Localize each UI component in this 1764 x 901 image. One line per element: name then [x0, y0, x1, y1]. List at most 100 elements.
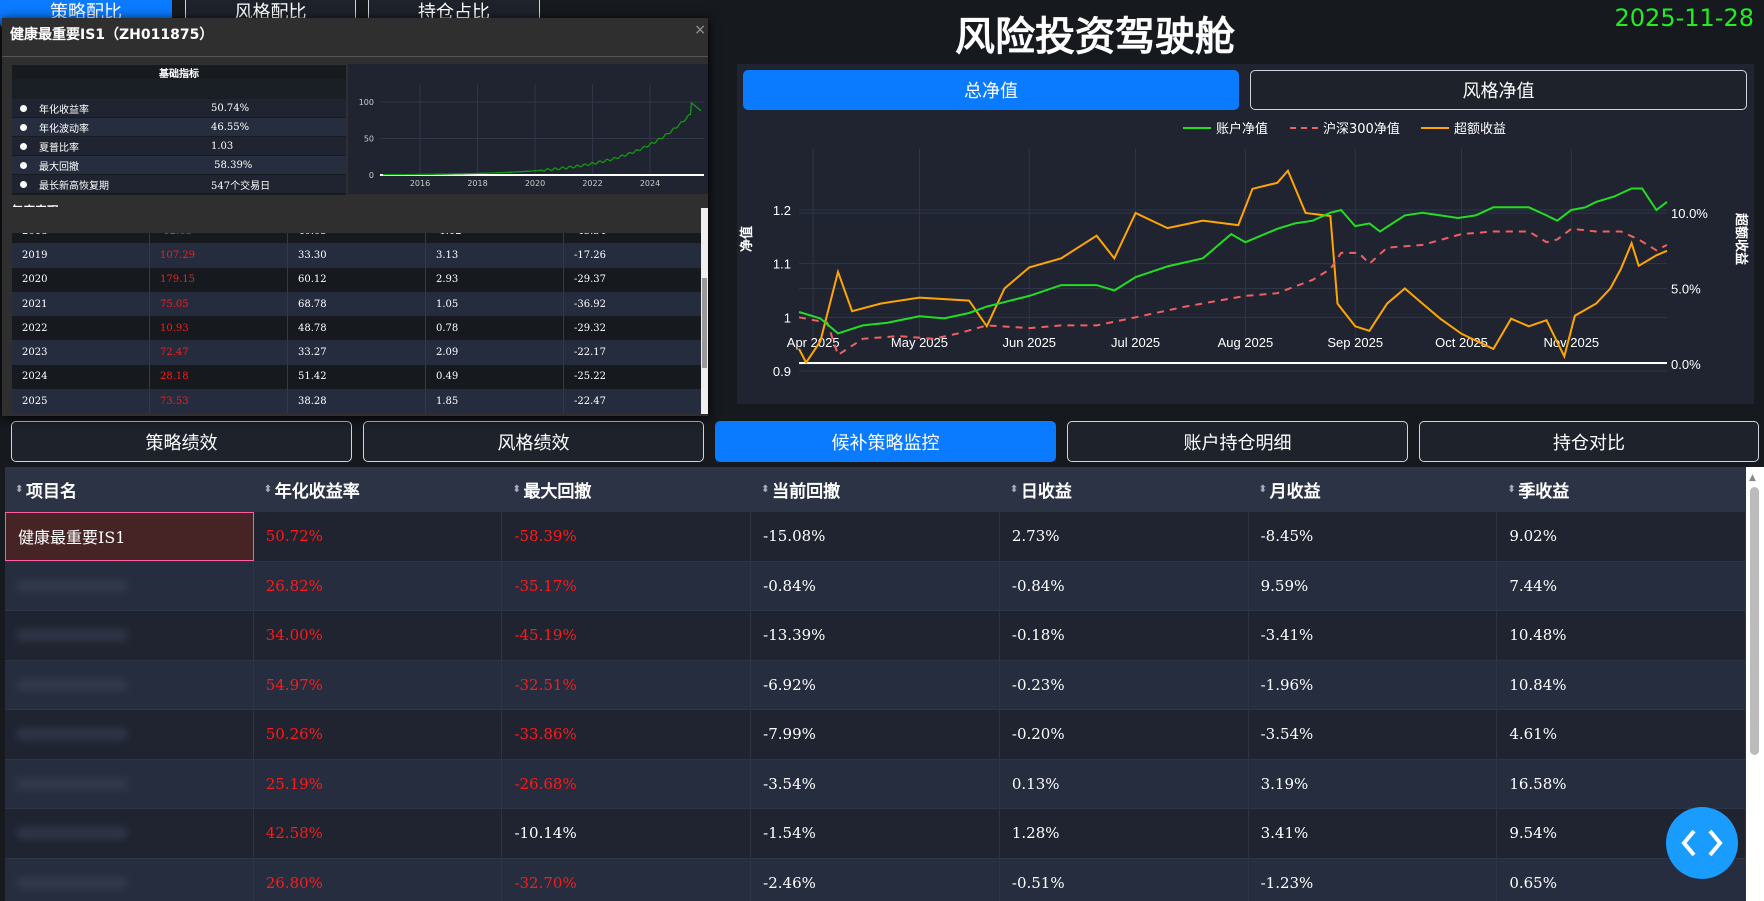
table-cell[interactable]: 4.61%: [1497, 710, 1746, 759]
tab-total-net-value[interactable]: 总净值: [743, 70, 1239, 110]
table-cell[interactable]: 2.73%: [1000, 512, 1249, 561]
sort-icon[interactable]: ⬍: [15, 483, 24, 495]
table-cell[interactable]: -3.54%: [751, 759, 1000, 808]
table-row[interactable]: 25.19% -26.68% -3.54% 0.13% 3.19% 16.58%: [5, 759, 1746, 809]
y-axis-title: 净值: [739, 226, 755, 252]
table-cell[interactable]: -7.99%: [751, 710, 1000, 759]
table-cell[interactable]: 9.02%: [1497, 512, 1746, 561]
table-row[interactable]: 54.97% -32.51% -6.92% -0.23% -1.96% 10.84%: [5, 660, 1746, 710]
table-row[interactable]: 42.58% -10.14% -1.54% 1.28% 3.41% 9.54%: [5, 809, 1746, 859]
table-cell[interactable]: -1.23%: [1249, 858, 1498, 901]
table-cell[interactable]: 16.58%: [1497, 759, 1746, 808]
table-cell[interactable]: -26.68%: [502, 759, 752, 808]
table-cell[interactable]: [5, 561, 254, 610]
table-row[interactable]: 34.00% -45.19% -13.39% -0.18% -3.41% 10.48%: [5, 611, 1746, 661]
table-cell[interactable]: -33.86%: [502, 710, 752, 759]
table-cell[interactable]: -15.08%: [751, 512, 1000, 561]
annual-scrollbar[interactable]: [701, 208, 708, 414]
scrollbar-thumb[interactable]: [702, 278, 707, 368]
sort-icon[interactable]: ⬍: [761, 483, 770, 495]
table-cell[interactable]: 26.82%: [254, 561, 503, 610]
column-header[interactable]: ⬍ 项目名: [5, 467, 254, 512]
toggle-code-button[interactable]: [1666, 807, 1738, 879]
table-cell[interactable]: 26.80%: [254, 858, 503, 901]
table-cell[interactable]: -58.39%: [502, 512, 752, 561]
table-cell[interactable]: -0.51%: [1000, 858, 1249, 901]
table-cell[interactable]: -32.70%: [502, 858, 752, 901]
table-row[interactable]: 健康最重要IS1 50.72% -58.39% -15.08% 2.73% -8.45% 9…: [5, 512, 1746, 562]
table-cell[interactable]: -2.46%: [751, 858, 1000, 901]
table-cell[interactable]: [5, 759, 254, 808]
tab-strategy-performance[interactable]: 策略绩效: [11, 421, 352, 462]
table-cell[interactable]: -8.45%: [1249, 512, 1498, 561]
table-cell[interactable]: -1.96%: [1249, 660, 1498, 709]
table-cell[interactable]: [5, 710, 254, 759]
sort-icon[interactable]: ⬍: [1258, 483, 1267, 495]
table-cell[interactable]: [5, 660, 254, 709]
table-cell[interactable]: -45.19%: [502, 611, 752, 660]
cell-text: 9.54%: [1509, 824, 1557, 843]
table-cell[interactable]: -6.92%: [751, 660, 1000, 709]
column-header[interactable]: ⬍ 当前回撤: [751, 467, 1000, 512]
tab-style-performance[interactable]: 风格绩效: [363, 421, 704, 462]
scroll-up-icon[interactable]: ▲: [1749, 473, 1756, 483]
scrollbar-thumb[interactable]: [1750, 487, 1759, 755]
table-cell[interactable]: -3.41%: [1249, 611, 1498, 660]
table-cell[interactable]: 54.97%: [254, 660, 503, 709]
table-cell[interactable]: -0.18%: [1000, 611, 1249, 660]
tab-style-net-value[interactable]: 风格净值: [1250, 70, 1747, 110]
tab-candidate-monitor[interactable]: 候补策略监控: [715, 421, 1056, 462]
table-cell[interactable]: 50.72%: [254, 512, 503, 561]
table-cell[interactable]: -10.14%: [502, 809, 752, 858]
table-cell[interactable]: 42.58%: [254, 809, 503, 858]
table-cell[interactable]: 0.13%: [1000, 759, 1249, 808]
table-cell[interactable]: -1.54%: [751, 809, 1000, 858]
cell-text: -33.86%: [514, 725, 577, 744]
table-cell[interactable]: -13.39%: [751, 611, 1000, 660]
table-cell[interactable]: 3.19%: [1249, 759, 1498, 808]
sort-icon[interactable]: ⬍: [1507, 483, 1516, 495]
table-cell[interactable]: 1.28%: [1000, 809, 1249, 858]
column-header[interactable]: ⬍ 年化收益率: [254, 467, 503, 512]
table-cell[interactable]: 34.00%: [254, 611, 503, 660]
table-cell[interactable]: -32.51%: [502, 660, 752, 709]
table-cell[interactable]: 9.59%: [1249, 561, 1498, 610]
table-cell[interactable]: -0.20%: [1000, 710, 1249, 759]
table-cell[interactable]: 10.84%: [1497, 660, 1746, 709]
table-cell[interactable]: -0.23%: [1000, 660, 1249, 709]
cell-text: 4.61%: [1509, 725, 1557, 744]
annual-cell-c4: -43.34: [564, 232, 702, 244]
table-cell[interactable]: [5, 809, 254, 858]
table-cell[interactable]: 健康最重要IS1: [5, 512, 254, 561]
column-header[interactable]: ⬍ 月收益: [1249, 467, 1498, 512]
table-cell[interactable]: -0.84%: [1000, 561, 1249, 610]
table-row[interactable]: 26.82% -35.17% -0.84% -0.84% 9.59% 7.44%: [5, 561, 1746, 611]
tab-holding-compare[interactable]: 持仓对比: [1419, 421, 1759, 462]
table-cell[interactable]: 10.48%: [1497, 611, 1746, 660]
close-icon[interactable]: ×: [694, 22, 706, 38]
table-cell[interactable]: 0.65%: [1497, 858, 1746, 901]
table-cell[interactable]: 9.54%: [1497, 809, 1746, 858]
table-cell[interactable]: [5, 858, 254, 901]
table-cell[interactable]: -0.84%: [751, 561, 1000, 610]
column-header[interactable]: ⬍ 日收益: [1000, 467, 1249, 512]
table-scrollbar[interactable]: ▲: [1746, 467, 1764, 901]
table-cell[interactable]: -3.54%: [1249, 710, 1498, 759]
table-cell[interactable]: 7.44%: [1497, 561, 1746, 610]
sort-icon[interactable]: ⬍: [263, 483, 273, 495]
table-cell[interactable]: 3.41%: [1249, 809, 1498, 858]
table-row[interactable]: 50.26% -33.86% -7.99% -0.20% -3.54% 4.61%: [5, 710, 1746, 760]
table-row[interactable]: 26.80% -32.70% -2.46% -0.51% -1.23% 0.65%: [5, 858, 1746, 901]
table-cell[interactable]: 50.26%: [254, 710, 503, 759]
annual-cell-year: 2021: [12, 291, 150, 317]
sort-icon[interactable]: ⬍: [512, 483, 521, 495]
blurred-name: [17, 629, 127, 642]
annual-cell-c2: 33.27: [288, 340, 426, 365]
sort-icon[interactable]: ⬍: [1009, 483, 1019, 495]
table-cell[interactable]: 25.19%: [254, 759, 503, 808]
table-cell[interactable]: [5, 611, 254, 660]
column-header[interactable]: ⬍ 最大回撤: [502, 467, 751, 512]
column-header[interactable]: ⬍ 季收益: [1497, 467, 1746, 512]
tab-account-holdings[interactable]: 账户持仓明细: [1067, 421, 1408, 462]
table-cell[interactable]: -35.17%: [502, 561, 752, 610]
